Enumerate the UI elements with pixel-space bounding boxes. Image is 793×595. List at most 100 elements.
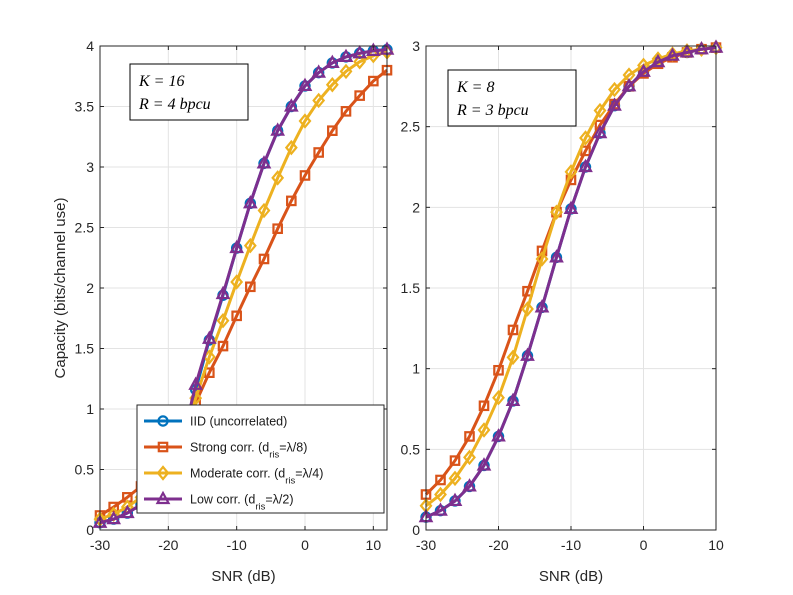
data-point-moderate — [366, 47, 380, 64]
data-point-moderate — [535, 251, 549, 267]
data-point-low — [352, 44, 368, 59]
x-tick-label: -20 — [158, 537, 178, 553]
data-point-strong — [272, 223, 283, 235]
data-point-low — [549, 249, 564, 263]
legend-suffix: =λ/8) — [279, 441, 307, 455]
x-tick-label: 10 — [366, 537, 382, 553]
data-point-low — [592, 124, 608, 139]
y-tick-label: 1 — [86, 401, 94, 417]
y-tick-label: 1.5 — [75, 341, 95, 357]
x-tick-label: 0 — [301, 537, 309, 553]
y-tick-label: 2.5 — [401, 119, 421, 135]
data-point-low — [665, 47, 680, 61]
data-point-strong — [493, 364, 504, 376]
y-tick-label: 4 — [86, 38, 94, 54]
x-tick-label: -30 — [90, 537, 110, 553]
y-tick-label: 0.5 — [75, 462, 95, 478]
data-point-low — [534, 299, 550, 313]
data-point-low — [283, 98, 299, 112]
data-point-strong — [327, 125, 338, 136]
data-point-strong — [231, 310, 242, 322]
y-tick-label: 3 — [412, 38, 420, 54]
data-point-low — [607, 97, 622, 111]
data-point-moderate — [608, 81, 621, 98]
legend: IID (uncorrelated)Strong corr. (dris=λ/8… — [136, 404, 385, 514]
x-tick-label: 10 — [708, 537, 724, 553]
data-point-low — [188, 376, 204, 390]
data-point-moderate — [230, 274, 244, 290]
data-point-moderate — [312, 92, 326, 109]
data-point-low — [106, 510, 122, 525]
data-point-low — [578, 158, 593, 173]
data-point-low — [201, 330, 217, 344]
data-point-moderate — [339, 63, 353, 80]
data-point-moderate — [593, 102, 607, 119]
data-point-strong — [464, 431, 475, 442]
data-point-low — [563, 200, 579, 215]
parameter-annotation: K = 16 R = 4 bpcu — [129, 63, 249, 121]
x-axis-label: SNR (dB) — [539, 568, 603, 585]
data-point-strong — [435, 474, 446, 486]
data-point-moderate — [550, 204, 563, 220]
data-point-low — [505, 392, 521, 407]
data-point-low — [242, 195, 258, 209]
data-point-strong — [368, 75, 379, 87]
data-point-moderate — [257, 202, 271, 219]
y-tick-label: 2 — [86, 280, 94, 296]
data-point-low — [119, 504, 135, 519]
data-point-strong — [245, 281, 256, 293]
data-point-strong — [507, 324, 519, 336]
data-point-strong — [258, 253, 270, 265]
data-point-low — [476, 457, 492, 471]
data-point-low — [311, 64, 327, 78]
left-chart-panel: -30 -20 -10 0 10 0 0.5 1 1.5 2 2.5 3 3.5 4 SNR (dB) Cap… — [52, 38, 395, 585]
annotation-box — [447, 69, 577, 127]
data-point-low — [270, 122, 286, 136]
data-point-low — [229, 239, 245, 254]
data-point-strong — [286, 195, 297, 207]
data-point-moderate — [521, 301, 534, 317]
data-point-low — [256, 155, 272, 169]
y-tick-label: 3.5 — [75, 99, 95, 115]
annotation-line-1: K = 8 — [456, 79, 494, 96]
x-axis-label: SNR (dB) — [211, 568, 275, 585]
legend-marker-moderate — [156, 465, 170, 481]
legend-marker-iid — [157, 415, 169, 427]
data-point-strong — [478, 400, 490, 412]
data-point-low — [365, 42, 381, 56]
y-tick-label: 0 — [412, 522, 420, 538]
data-point-low — [297, 77, 313, 92]
data-point-moderate — [243, 237, 257, 254]
data-point-low — [621, 78, 637, 92]
annotation-line-2: R = 3 bpcu — [456, 102, 529, 119]
data-point-moderate — [448, 470, 462, 487]
data-point-low — [215, 285, 231, 300]
data-point-moderate — [477, 422, 491, 438]
x-tick-label: -30 — [416, 537, 436, 553]
legend-marker-low — [155, 490, 171, 505]
x-tick-label: -20 — [488, 537, 508, 553]
data-point-low — [433, 502, 448, 516]
data-point-moderate — [434, 486, 447, 503]
data-point-low — [447, 492, 463, 507]
data-point-low — [694, 40, 709, 55]
parameter-annotation: K = 8 R = 3 bpcu — [447, 69, 577, 127]
y-tick-label: 1.5 — [401, 280, 421, 296]
data-point-low — [324, 54, 340, 69]
data-point-strong — [340, 106, 352, 117]
data-point-low — [491, 428, 506, 442]
data-point-moderate — [325, 77, 339, 93]
data-point-low — [636, 63, 651, 77]
annotation-line-1: K = 16 — [138, 73, 184, 90]
legend-marker-strong — [157, 441, 169, 453]
legend-subscript: ris — [285, 475, 295, 486]
x-tick-label: -10 — [561, 537, 581, 553]
y-tick-label: 0 — [86, 522, 94, 538]
y-tick-label: 2.5 — [75, 220, 95, 236]
data-point-low — [520, 347, 535, 361]
data-point-low — [462, 478, 477, 492]
data-point-low — [650, 53, 666, 68]
legend-entry-iid: IID (uncorrelated) — [144, 415, 287, 429]
x-tick-label: -10 — [227, 537, 247, 553]
